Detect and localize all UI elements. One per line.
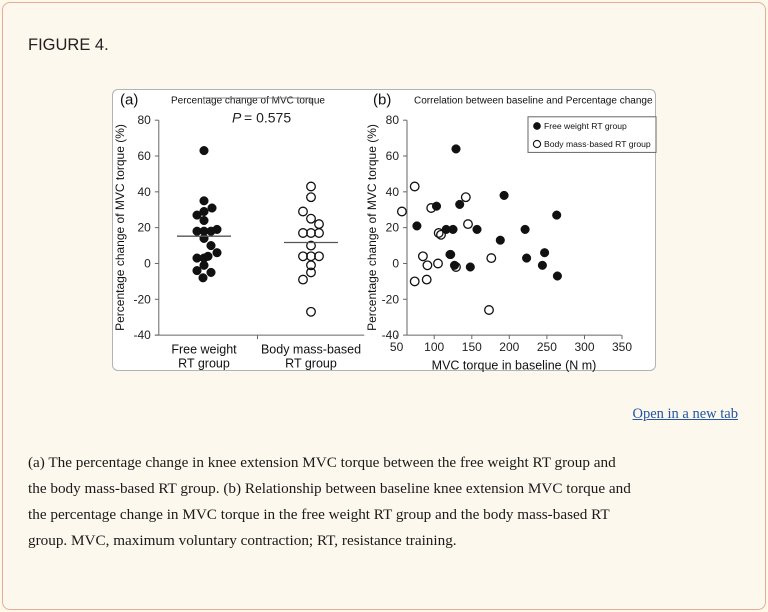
svg-text:Free weight RT group: Free weight RT group (544, 121, 627, 131)
svg-text:80: 80 (137, 113, 151, 127)
svg-text:350: 350 (612, 340, 632, 354)
svg-text:MVC torque in baseline (N m): MVC torque in baseline (N m) (432, 358, 597, 372)
svg-text:RT group: RT group (178, 356, 230, 370)
svg-text:100: 100 (424, 340, 444, 354)
svg-text:40: 40 (386, 184, 400, 198)
svg-text:40: 40 (137, 184, 151, 198)
svg-text:60: 60 (137, 149, 151, 163)
svg-text:(b): (b) (373, 91, 391, 108)
svg-text:Body mass-based: Body mass-based (261, 342, 361, 356)
svg-text:50: 50 (390, 340, 404, 354)
svg-text:-20: -20 (133, 292, 151, 306)
svg-text:20: 20 (137, 220, 151, 234)
svg-text:Percentage change of MVC torqu: Percentage change of MVC torque (%) (113, 124, 127, 331)
svg-text:P: P (232, 109, 242, 125)
svg-text:300: 300 (574, 340, 594, 354)
svg-text:80: 80 (386, 113, 400, 127)
svg-text:(a): (a) (120, 91, 138, 108)
svg-text:-40: -40 (133, 328, 151, 342)
svg-text:0: 0 (144, 256, 151, 270)
svg-text:Percentage change of MVC torqu: Percentage change of MVC torque (171, 95, 325, 106)
svg-text:Percentage change of MVC torqu: Percentage change of MVC torque (%) (365, 124, 379, 331)
svg-text:60: 60 (386, 149, 400, 163)
svg-text:Correlation between baseline a: Correlation between baseline and Percent… (414, 95, 653, 106)
svg-text:-20: -20 (382, 292, 400, 306)
svg-text:0: 0 (392, 256, 399, 270)
svg-text:200: 200 (499, 340, 519, 354)
svg-text:Free weight: Free weight (171, 342, 237, 356)
svg-text:= 0.575: = 0.575 (244, 109, 291, 125)
svg-text:Body mass·based RT group: Body mass·based RT group (544, 139, 651, 149)
svg-text:RT group: RT group (285, 356, 337, 370)
svg-text:150: 150 (462, 340, 482, 354)
svg-text:20: 20 (386, 220, 400, 234)
svg-text:250: 250 (537, 340, 557, 354)
